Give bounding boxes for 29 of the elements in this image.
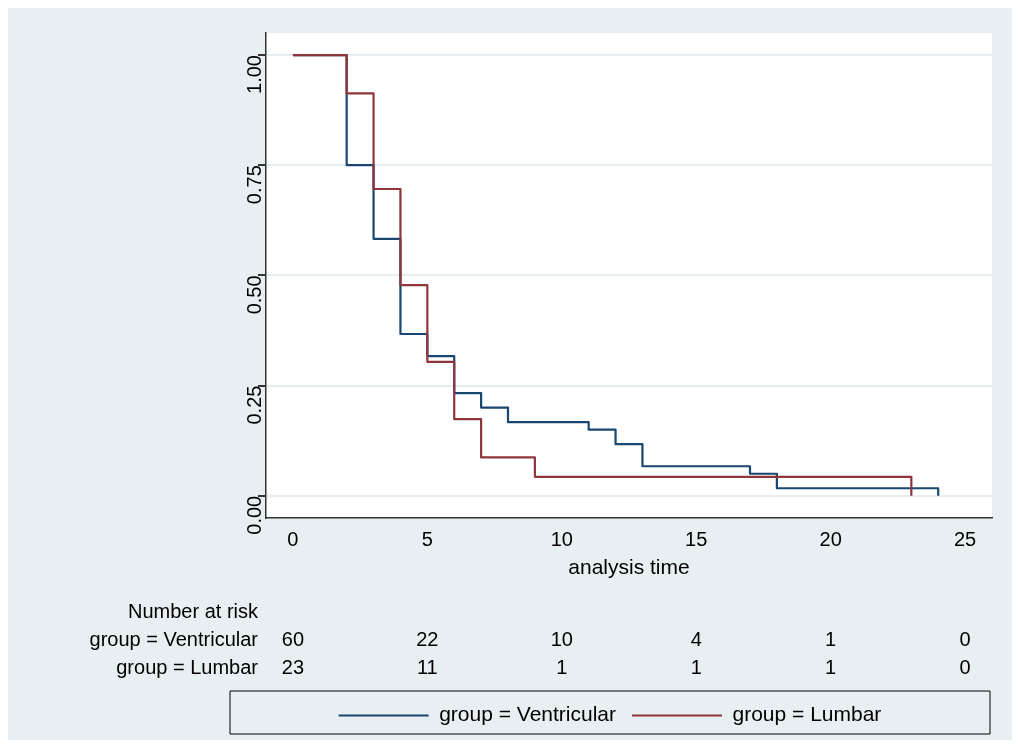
y-tick-label: 1.00 [242, 55, 265, 94]
text: 0 [959, 656, 971, 679]
text: group = Lumbar [116, 656, 259, 679]
text: 10 [550, 628, 573, 651]
text: group = Ventricular [89, 628, 259, 651]
x-tick-label: 20 [819, 528, 842, 551]
y-tick-label: 0.25 [242, 385, 265, 425]
x-axis-title: analysis time [568, 555, 690, 579]
text: 23 [281, 656, 305, 679]
text: 1 [556, 656, 568, 679]
x-tick-label: 25 [953, 528, 977, 551]
y-tick-label: 0.75 [242, 165, 265, 205]
x-tick-label: 10 [550, 528, 573, 551]
text: 11 [416, 656, 438, 679]
x-tick-label: 5 [421, 528, 433, 551]
text: 1 [825, 628, 837, 651]
text: 1 [825, 656, 837, 679]
x-tick-label: 15 [685, 528, 708, 551]
legend-label: group = Lumbar [732, 702, 882, 726]
text: Number at risk [127, 600, 259, 623]
text: 22 [416, 628, 439, 651]
y-tick-label: 0.00 [242, 495, 265, 535]
text: 4 [690, 628, 702, 651]
text: 60 [281, 628, 305, 651]
x-tick-label: 0 [287, 528, 299, 551]
text: 1 [690, 656, 702, 679]
y-tick-label: 0.50 [242, 275, 265, 315]
legend-label: group = Ventricular [439, 702, 617, 726]
text: 0 [959, 628, 971, 651]
